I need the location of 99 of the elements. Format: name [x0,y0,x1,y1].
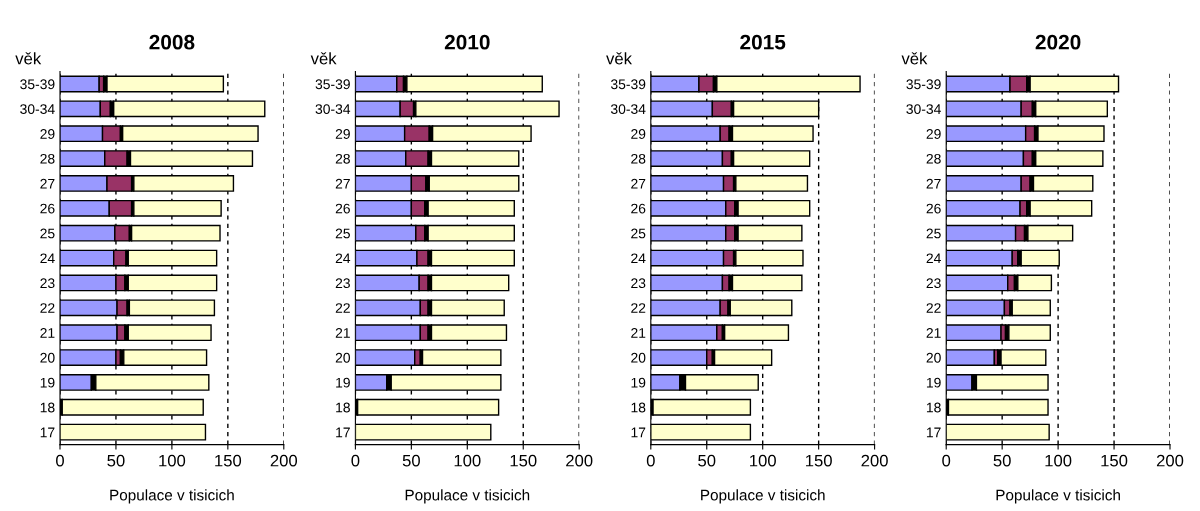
y-tick-label: 19 [40,377,55,388]
x-tick-label: 150 [215,454,242,467]
y-axis-title: věk [310,52,337,65]
y-tick-label: 17 [631,427,646,438]
y-tick-label: 29 [631,129,646,139]
y-tick-label: 25 [335,228,350,239]
y-tick-label: 19 [336,377,350,388]
y-tick-label: 30-34 [610,104,646,115]
bar [1011,299,1051,317]
y-tick-label: 27 [631,178,646,189]
x-tick-label: 200 [270,454,298,467]
bar [946,373,973,391]
y-tick-label: 24 [631,253,646,264]
y-tick-label: 22 [335,303,350,313]
bar [1017,274,1053,292]
y-tick-label: 28 [40,153,55,164]
y-axis-title: věk [15,52,42,65]
y-tick-label: 23 [335,278,350,289]
y-tick-label: 22 [926,303,941,313]
x-tick-label: 200 [861,454,888,467]
x-tick-label: 150 [1101,454,1128,467]
y-tick-label: 35-39 [20,79,55,90]
y-tick-label: 30-34 [20,104,55,115]
y-tick-label: 28 [335,153,350,164]
y-tick-label: 20 [40,352,55,363]
y-tick-label: 18 [40,402,55,413]
bar [1008,324,1051,342]
y-tick-label: 26 [926,203,941,214]
chart-title: 2020 [1035,34,1081,50]
y-axis-title: věk [606,52,633,65]
y-tick-label: 18 [336,402,350,413]
x-tick-label: 100 [454,454,481,467]
x-axis-title: Populace v tisicich [110,489,234,504]
y-tick-label: 23 [926,278,941,289]
y-tick-label: 25 [40,228,55,239]
y-tick-label: 17 [40,427,55,438]
x-tick-label: 200 [1156,454,1184,467]
y-tick-label: 21 [335,328,350,338]
y-tick-label: 19 [926,377,941,388]
y-tick-label: 21 [926,328,941,338]
y-tick-label: 26 [335,203,350,214]
y-tick-label: 23 [631,278,646,289]
bar [946,349,996,366]
x-tick-label: 100 [1045,454,1072,467]
y-tick-label: 30-34 [906,104,941,115]
y-tick-label: 29 [40,129,55,139]
chart-title: 2010 [444,34,490,50]
x-tick-label: 50 [107,454,125,467]
x-tick-label: 150 [806,454,832,467]
x-axis-title: Populace v tisicich [996,489,1120,504]
x-tick-label: 50 [698,454,716,467]
y-tick-label: 19 [631,377,646,388]
bar [355,373,388,391]
y-tick-label: 17 [926,427,941,438]
y-tick-label: 28 [926,153,941,164]
y-tick-label: 20 [335,352,350,363]
y-tick-label: 21 [631,328,646,338]
y-tick-label: 22 [631,303,646,313]
y-tick-label: 18 [631,402,646,413]
y-tick-label: 30-34 [315,104,351,115]
x-tick-label: 0 [942,454,951,467]
y-tick-label: 20 [631,352,646,363]
y-tick-label: 27 [40,178,55,189]
y-tick-label: 29 [335,129,350,139]
y-tick-label: 23 [40,278,55,289]
y-tick-label: 35-39 [315,79,350,90]
y-tick-label: 21 [40,328,55,338]
x-axis-title: Populace v tisicich [405,489,530,504]
y-tick-label: 24 [926,253,941,264]
y-tick-label: 27 [926,178,941,189]
x-tick-label: 150 [510,454,537,467]
x-tick-label: 100 [750,454,776,467]
y-tick-label: 17 [336,427,350,438]
x-tick-label: 50 [993,454,1011,467]
x-tick-label: 100 [159,454,186,467]
x-axis-title: Populace v tisicich [701,489,825,504]
y-tick-label: 20 [926,352,941,363]
y-tick-label: 35-39 [906,79,941,90]
y-tick-label: 25 [631,228,646,239]
y-tick-label: 24 [335,253,351,264]
x-tick-label: 200 [566,454,593,467]
y-tick-label: 35-39 [610,79,646,90]
chart-title: 2015 [740,34,786,50]
y-tick-label: 18 [926,402,941,413]
x-tick-label: 0 [56,454,64,467]
y-tick-label: 25 [926,228,941,239]
y-tick-label: 28 [631,153,646,164]
y-tick-label: 27 [335,178,350,189]
y-tick-label: 24 [40,253,55,264]
y-axis-title: věk [901,52,928,65]
y-tick-label: 26 [40,203,55,214]
y-tick-label: 29 [926,129,941,139]
y-tick-label: 22 [40,303,55,313]
x-tick-label: 0 [646,454,655,467]
x-tick-label: 0 [351,454,360,467]
x-tick-label: 50 [402,454,420,467]
bar [946,324,1002,342]
y-tick-label: 26 [631,203,646,214]
chart-title: 2008 [149,34,195,50]
